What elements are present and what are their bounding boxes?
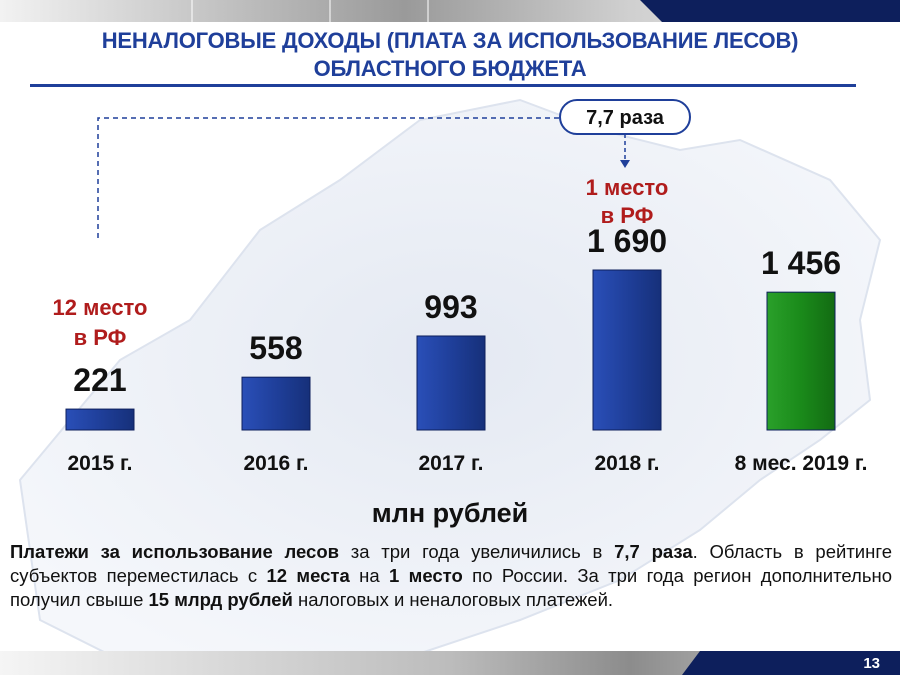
bottom-decorative-bar (0, 651, 900, 675)
rank-annotation-2015-line-2: в РФ (74, 325, 127, 350)
description-text: на (349, 565, 390, 586)
revenue-bar-chart: 221 2015 г. 558 2016 г. 993 2017 г. 1 690 2018 … (53, 99, 868, 475)
growth-arrow-head (620, 160, 630, 168)
growth-badge-label: 7,7 раза (586, 107, 665, 129)
growth-badge (559, 99, 691, 135)
bar-0 (65, 408, 135, 431)
description-emphasis: Платежи за использование лесов (10, 541, 339, 562)
rank-annotation-2018-line-2: в РФ (601, 203, 654, 228)
page-number: 13 (863, 655, 880, 672)
description-text: по России. За три года регион дополнител… (10, 565, 892, 610)
rank-annotation-2015-line-1: 12 место (53, 295, 148, 320)
category-label-4: 8 мес. 2019 г. (735, 452, 868, 475)
description-emphasis: 15 млрд рублей (148, 589, 293, 610)
value-label-3: 1 690 (587, 223, 667, 259)
description-paragraph: Платежи за использование лесов за три го… (10, 540, 892, 612)
description-emphasis: 1 место (389, 565, 463, 586)
unit-label: млн рублей (371, 498, 529, 528)
bar-4 (766, 291, 836, 431)
category-label-1: 2016 г. (243, 452, 308, 475)
slide-title-line-1: НЕНАЛОГОВЫЕ ДОХОДЫ (ПЛАТА ЗА ИСПОЛЬЗОВАН… (101, 28, 799, 53)
category-label-3: 2018 г. (594, 452, 659, 475)
category-label-0: 2015 г. (67, 452, 132, 475)
growth-bracket-line (97, 117, 565, 238)
rank-annotation-2018-line-1: 1 место (586, 175, 669, 200)
description-text: . Область в рейтинге субъектов перемести… (10, 541, 892, 586)
description-emphasis: 12 места (266, 565, 350, 586)
value-label-2: 993 (424, 289, 477, 325)
bar-1 (241, 376, 311, 431)
bar-2 (416, 335, 486, 431)
top-decorative-bar (0, 0, 900, 22)
value-label-4: 1 456 (761, 245, 841, 281)
category-label-2: 2017 г. (418, 452, 483, 475)
description-text: налоговых и неналоговых платежей. (292, 589, 614, 610)
slide-title-line-2: ОБЛАСТНОГО БЮДЖЕТА (313, 56, 587, 81)
bar-3 (592, 269, 662, 431)
value-label-0: 221 (73, 362, 126, 398)
value-label-1: 558 (249, 330, 302, 366)
description-emphasis: 7,7 раза (614, 541, 693, 562)
description-text: за три года увеличились в (339, 541, 615, 562)
title-underline (30, 84, 856, 87)
